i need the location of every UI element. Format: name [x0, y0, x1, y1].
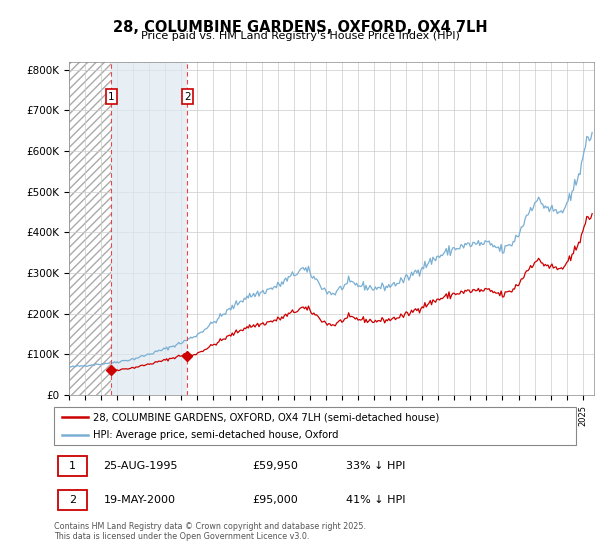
Text: 19-MAY-2000: 19-MAY-2000: [104, 495, 176, 505]
Text: Contains HM Land Registry data © Crown copyright and database right 2025.
This d: Contains HM Land Registry data © Crown c…: [54, 522, 366, 542]
Bar: [58, 456, 87, 477]
Text: £95,000: £95,000: [253, 495, 298, 505]
Text: 2: 2: [69, 495, 76, 505]
Text: HPI: Average price, semi-detached house, Oxford: HPI: Average price, semi-detached house,…: [93, 430, 338, 440]
Text: 28, COLUMBINE GARDENS, OXFORD, OX4 7LH (semi-detached house): 28, COLUMBINE GARDENS, OXFORD, OX4 7LH (…: [93, 412, 439, 422]
Text: 25-AUG-1995: 25-AUG-1995: [104, 461, 178, 472]
Text: 1: 1: [69, 461, 76, 472]
Bar: [58, 490, 87, 510]
Text: 41% ↓ HPI: 41% ↓ HPI: [346, 495, 406, 505]
Bar: [112, 62, 187, 395]
Text: £59,950: £59,950: [253, 461, 298, 472]
Text: 1: 1: [108, 92, 115, 101]
Text: Price paid vs. HM Land Registry's House Price Index (HPI): Price paid vs. HM Land Registry's House …: [140, 31, 460, 41]
Text: 33% ↓ HPI: 33% ↓ HPI: [346, 461, 406, 472]
Text: 28, COLUMBINE GARDENS, OXFORD, OX4 7LH: 28, COLUMBINE GARDENS, OXFORD, OX4 7LH: [113, 20, 487, 35]
Bar: [69, 62, 112, 395]
Text: 2: 2: [184, 92, 191, 101]
